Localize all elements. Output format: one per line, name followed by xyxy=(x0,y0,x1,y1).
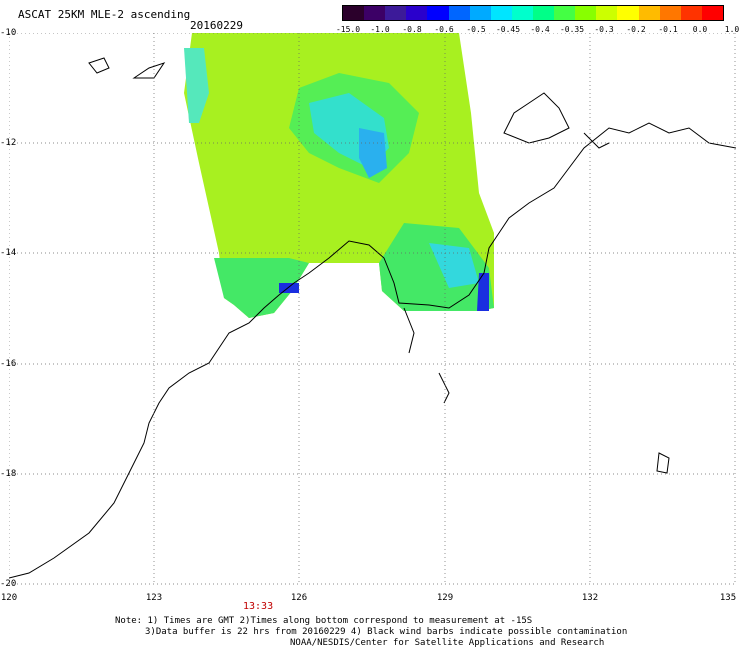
color-scale-bar xyxy=(342,5,724,21)
coastline xyxy=(9,57,736,579)
color-scale-tick-label: -0.3 xyxy=(594,25,614,34)
color-swatch xyxy=(385,6,407,20)
lat-lon-grid xyxy=(9,33,736,585)
color-scale-tick-label: -15.0 xyxy=(335,25,361,34)
color-swatch xyxy=(343,6,365,20)
lat-label: -12 xyxy=(0,138,17,148)
note-line-3: NOAA/NESDIS/Center for Satellite Applica… xyxy=(290,638,605,648)
color-swatch xyxy=(406,6,428,20)
color-scale-tick-label: -0.1 xyxy=(658,25,678,34)
color-scale-tick-label: 0.0 xyxy=(692,25,708,34)
lat-label: -18 xyxy=(0,469,17,479)
lon-label: 129 xyxy=(436,593,454,603)
color-swatch xyxy=(554,6,576,20)
lat-label: -14 xyxy=(0,248,17,258)
color-swatch xyxy=(427,6,449,20)
color-scale-tick-label: -0.35 xyxy=(559,25,585,34)
color-swatch xyxy=(659,6,681,20)
product-date: 20160229 xyxy=(190,19,243,32)
color-scale-tick-label: -0.8 xyxy=(402,25,422,34)
lat-label: -20 xyxy=(0,579,17,589)
color-swatch xyxy=(680,6,702,20)
color-swatch xyxy=(448,6,470,20)
lon-label: 123 xyxy=(145,593,163,603)
wind-speed-swath xyxy=(184,33,494,318)
pass-time-label: 13:33 xyxy=(243,601,274,612)
lon-label: 120 xyxy=(0,593,18,603)
note-line-1: Note: 1) Times are GMT 2)Times along bot… xyxy=(115,616,533,626)
color-swatch xyxy=(575,6,597,20)
color-swatch xyxy=(596,6,618,20)
color-swatch xyxy=(511,6,533,20)
color-swatch xyxy=(617,6,639,20)
color-scale-tick-label: -0.6 xyxy=(434,25,454,34)
lat-label: -10 xyxy=(0,28,17,38)
color-swatch xyxy=(701,6,723,20)
color-swatch xyxy=(490,6,512,20)
color-scale-tick-label: -0.2 xyxy=(626,25,646,34)
lon-label: 126 xyxy=(290,593,308,603)
color-scale-tick-label: -0.4 xyxy=(530,25,550,34)
product-title: ASCAT 25KM MLE-2 ascending xyxy=(18,8,191,21)
color-swatch xyxy=(638,6,660,20)
lat-label: -16 xyxy=(0,359,17,369)
note-line-2: 3)Data buffer is 22 hrs from 20160229 4)… xyxy=(145,627,628,637)
color-scale-tick-label: -0.45 xyxy=(495,25,521,34)
lon-label: 135 xyxy=(719,593,737,603)
color-swatch xyxy=(364,6,386,20)
color-scale-tick-label: 1.0 xyxy=(724,25,740,34)
color-scale-tick-label: -0.5 xyxy=(466,25,486,34)
wind-map xyxy=(9,33,736,585)
color-swatch xyxy=(469,6,491,20)
lon-label: 132 xyxy=(581,593,599,603)
color-scale-tick-label: -1.0 xyxy=(370,25,390,34)
color-swatch xyxy=(532,6,555,20)
